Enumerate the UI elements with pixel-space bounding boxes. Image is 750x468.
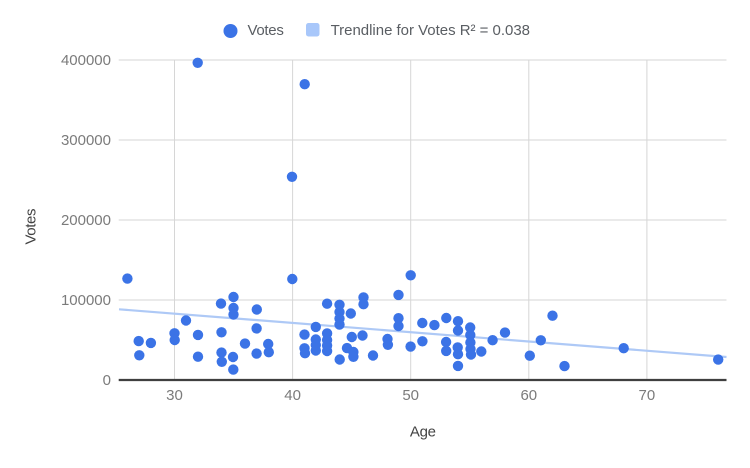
svg-text:50: 50 — [402, 387, 419, 404]
svg-text:30: 30 — [166, 387, 183, 404]
svg-text:300000: 300000 — [61, 132, 111, 149]
svg-text:0: 0 — [103, 372, 111, 389]
svg-text:70: 70 — [639, 387, 656, 404]
svg-text:400000: 400000 — [61, 52, 111, 69]
svg-text:60: 60 — [520, 387, 537, 404]
svg-text:Trendline for Votes R² = 0.038: Trendline for Votes R² = 0.038 — [331, 22, 530, 39]
svg-text:200000: 200000 — [61, 212, 111, 229]
svg-text:Age: Age — [410, 423, 436, 440]
svg-text:100000: 100000 — [61, 292, 111, 309]
svg-text:Votes: Votes — [248, 22, 284, 39]
svg-text:Votes: Votes — [22, 209, 39, 245]
svg-text:40: 40 — [284, 387, 301, 404]
